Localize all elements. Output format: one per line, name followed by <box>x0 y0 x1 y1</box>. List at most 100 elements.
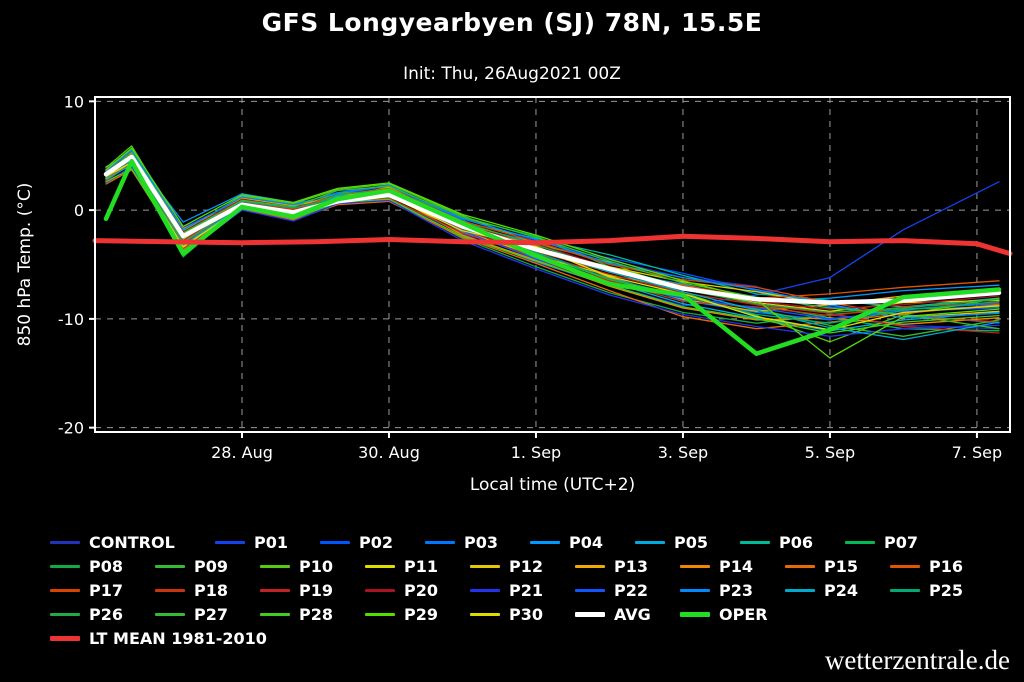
legend-item-P06: P06 <box>740 533 845 552</box>
y-tick-label: -20 <box>58 419 84 438</box>
legend-item-P28: P28 <box>260 605 365 624</box>
legend-label: P25 <box>929 580 963 600</box>
watermark: wetterzentrale.de <box>824 645 1010 675</box>
legend-row: P17 P18 P19 P20 P21 P22 P23 P24 P25 <box>50 578 1010 602</box>
x-tick-label: 30. Aug <box>358 443 420 462</box>
legend-row: CONTROL P01 P02 P03 P04 P05 P06 P07 <box>50 530 1010 554</box>
series-P23 <box>105 149 1000 319</box>
legend-item-P14: P14 <box>680 557 785 576</box>
legend-item-LT-MEAN-1981-2010: LT MEAN 1981-2010 <box>50 629 267 648</box>
series-P27 <box>105 151 1000 330</box>
legend-item-P12: P12 <box>470 557 575 576</box>
legend-item-P11: P11 <box>365 557 470 576</box>
legend-label: P14 <box>719 556 753 576</box>
legend-swatch-P27 <box>155 612 185 616</box>
legend-swatch-P01 <box>215 540 245 544</box>
legend-swatch-P19 <box>260 588 290 592</box>
plot-frame <box>94 96 1011 433</box>
legend-item-P23: P23 <box>680 581 785 600</box>
legend-item-P29: P29 <box>365 605 470 624</box>
legend-item-P20: P20 <box>365 581 470 600</box>
legend-swatch-P05 <box>635 540 665 544</box>
legend-label: P22 <box>614 580 648 600</box>
legend-label: P26 <box>89 604 123 624</box>
legend-label: P09 <box>194 556 228 576</box>
legend-item-CONTROL: CONTROL <box>50 533 215 552</box>
legend-swatch-P09 <box>155 564 185 568</box>
legend-label: P23 <box>719 580 753 600</box>
legend-item-OPER: OPER <box>680 605 785 624</box>
legend-label: P18 <box>194 580 228 600</box>
legend-swatch-P10 <box>260 564 290 568</box>
legend-swatch-P21 <box>470 588 500 592</box>
legend-swatch-P12 <box>470 564 500 568</box>
legend-item-P30: P30 <box>470 605 575 624</box>
legend-swatch-P26 <box>50 612 80 616</box>
legend-row: P08 P09 P10 P11 P12 P13 P14 P15 P16 <box>50 554 1010 578</box>
legend-label: P21 <box>509 580 543 600</box>
series-P06 <box>105 161 1000 308</box>
legend-swatch-AVG <box>575 611 605 617</box>
x-tick-label: 3. Sep <box>658 443 709 462</box>
x-tick-label: 7. Sep <box>952 443 1003 462</box>
y-tick-label: 0 <box>74 201 84 220</box>
legend-item-P22: P22 <box>575 581 680 600</box>
legend-label: P30 <box>509 604 543 624</box>
y-tick-label: -10 <box>58 310 84 329</box>
legend-swatch-P24 <box>785 588 815 592</box>
y-axis-title: 850 hPa Temp. (°C) <box>15 183 35 347</box>
legend-label: P01 <box>254 532 288 552</box>
x-tick-label: 1. Sep <box>511 443 562 462</box>
legend-row: P26 P27 P28 P29 P30 AVG OPER <box>50 602 1010 626</box>
x-tick-label: 28. Aug <box>211 443 273 462</box>
legend-swatch-P06 <box>740 540 770 544</box>
ensemble-plot: 28. Aug 30. Aug 1. Sep 3. Sep 5. Sep 7. Sep 10… <box>15 92 1013 495</box>
series-P30 <box>105 161 1000 331</box>
legend-swatch-P11 <box>365 564 395 568</box>
legend-label: P06 <box>779 532 813 552</box>
legend-item-AVG: AVG <box>575 605 680 624</box>
legend-label: P02 <box>359 532 393 552</box>
legend-label: CONTROL <box>89 532 175 552</box>
legend-label: P11 <box>404 556 438 576</box>
legend-swatch-LT-MEAN-1981-2010 <box>50 635 80 641</box>
legend-label: P24 <box>824 580 858 600</box>
legend-item-P07: P07 <box>845 533 950 552</box>
legend-item-P01: P01 <box>215 533 320 552</box>
legend-item-P21: P21 <box>470 581 575 600</box>
legend-label: P12 <box>509 556 543 576</box>
chart-subtitle: Init: Thu, 26Aug2021 00Z <box>403 64 621 84</box>
series-AVG <box>103 154 1002 305</box>
legend-label: OPER <box>719 604 768 624</box>
legend-item-P03: P03 <box>425 533 530 552</box>
legend-item-P16: P16 <box>890 557 995 576</box>
legend-swatch-P29 <box>365 612 395 616</box>
legend-item-P10: P10 <box>260 557 365 576</box>
legend-item-P24: P24 <box>785 581 890 600</box>
x-tick-label: 5. Sep <box>805 443 856 462</box>
legend-item-P18: P18 <box>155 581 260 600</box>
legend-label: P08 <box>89 556 123 576</box>
legend-item-P13: P13 <box>575 557 680 576</box>
legend-swatch-P28 <box>260 612 290 616</box>
legend-swatch-P13 <box>575 564 605 568</box>
series-P20 <box>105 153 1000 310</box>
series-P11 <box>105 157 1000 312</box>
legend-item-P04: P04 <box>530 533 635 552</box>
legend-label: P13 <box>614 556 648 576</box>
legend-label: P20 <box>404 580 438 600</box>
legend-label: P16 <box>929 556 963 576</box>
legend: CONTROL P01 P02 P03 P04 P05 P06 P07 P08 P09 P10 P11… <box>50 530 1010 650</box>
series-LT-MEAN-1981-2010 <box>92 233 1013 257</box>
legend-label: P17 <box>89 580 123 600</box>
legend-swatch-P15 <box>785 564 815 568</box>
legend-label: AVG <box>614 604 651 624</box>
series-P16 <box>105 164 1000 299</box>
series-P18 <box>105 162 1000 317</box>
series-P01 <box>105 162 1000 307</box>
legend-swatch-P16 <box>890 564 920 568</box>
series-P26 <box>105 160 1000 314</box>
legend-swatch-P07 <box>845 540 875 544</box>
legend-label: P28 <box>299 604 333 624</box>
